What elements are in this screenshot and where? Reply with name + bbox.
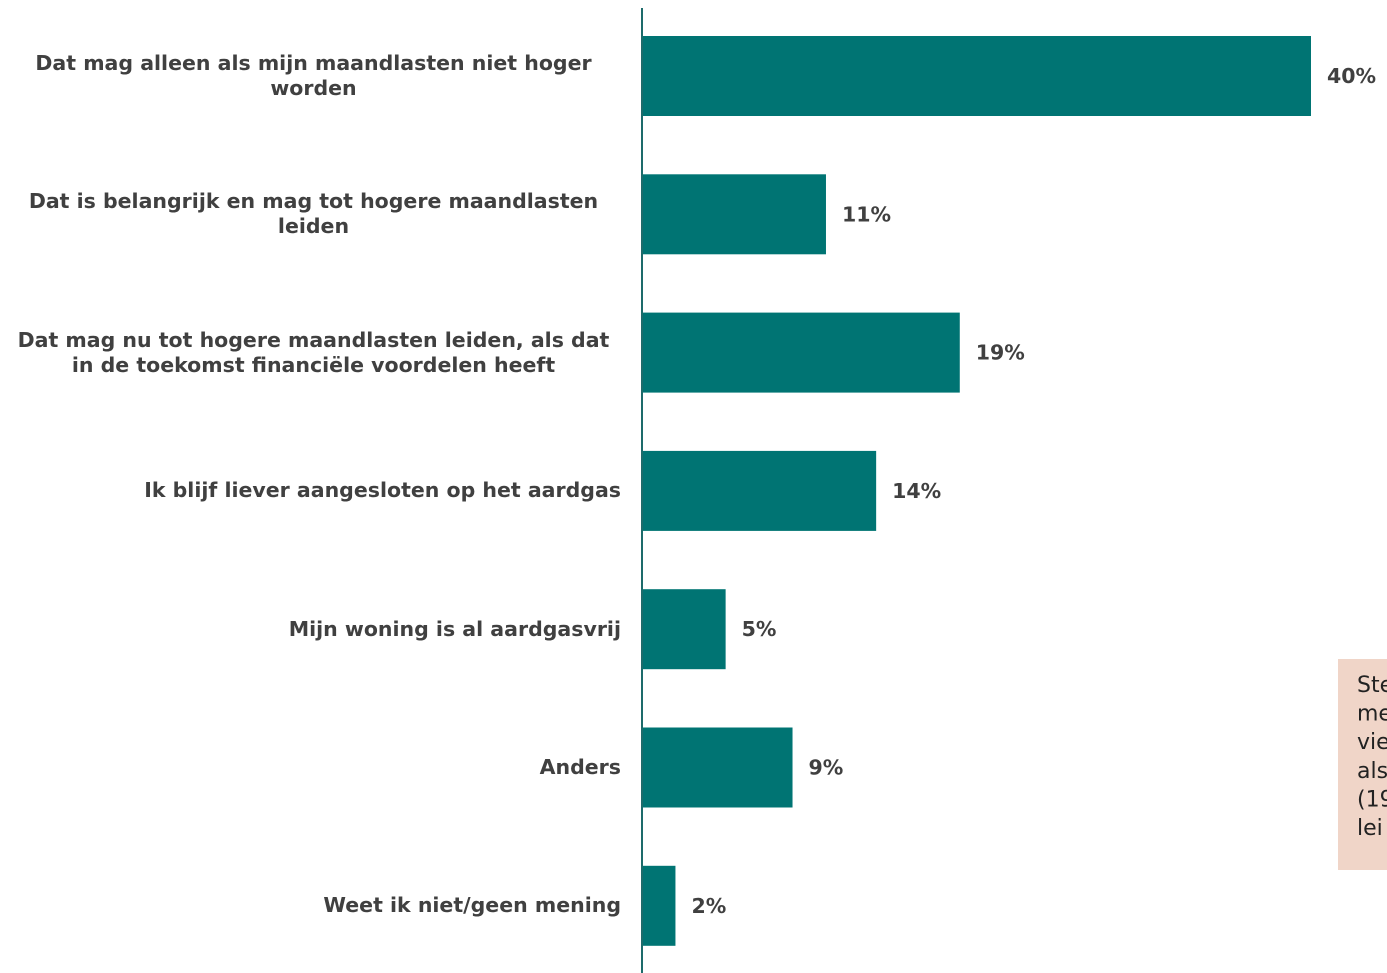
- annotation-text: Ste: [1357, 673, 1387, 698]
- bar: [642, 36, 1311, 116]
- category-label-row: Anders: [1, 728, 621, 808]
- annotation-box: [1338, 659, 1387, 870]
- bar: [642, 589, 726, 670]
- category-label: Ik blijf liever aangesloten op het aardg…: [144, 478, 621, 503]
- value-label: 40%: [1327, 64, 1376, 88]
- category-label-row: Dat is belangrijk en mag tot hogere maan…: [1, 174, 621, 254]
- value-label: 14%: [892, 479, 941, 503]
- category-label: Dat mag nu tot hogere maandlasten leiden…: [17, 327, 610, 377]
- bar: [642, 727, 793, 808]
- category-label: Mijn woning is al aardgasvrij: [288, 616, 621, 641]
- annotation-text: vie: [1357, 730, 1387, 755]
- category-label-row: Weet ik niet/geen mening: [1, 866, 621, 946]
- category-label-row: Dat mag nu tot hogere maandlasten leiden…: [1, 313, 621, 393]
- bar: [642, 312, 960, 393]
- value-label: 9%: [809, 756, 844, 780]
- value-label: 2%: [691, 894, 726, 918]
- category-label: Dat mag alleen als mijn maandlasten niet…: [35, 51, 592, 100]
- bar: [642, 450, 877, 531]
- annotation-text: lei: [1357, 816, 1383, 841]
- value-label: 11%: [842, 202, 891, 226]
- category-label-row: Dat mag alleen als mijn maandlasten niet…: [1, 36, 621, 116]
- category-label: Anders: [539, 755, 621, 779]
- bar: [642, 174, 826, 255]
- value-label: 19%: [976, 341, 1025, 365]
- annotation-text: me: [1357, 702, 1387, 727]
- category-label: Dat is belangrijk en mag tot hogere maan…: [28, 189, 599, 239]
- category-label-row: Ik blijf liever aangesloten op het aardg…: [1, 451, 621, 531]
- annotation-text: (19: [1357, 787, 1387, 812]
- bar: [642, 865, 676, 946]
- annotation-text: als: [1357, 759, 1387, 784]
- category-label: Weet ik niet/geen mening: [323, 893, 621, 918]
- category-label-row: Mijn woning is al aardgasvrij: [1, 589, 621, 669]
- value-label: 5%: [742, 617, 777, 641]
